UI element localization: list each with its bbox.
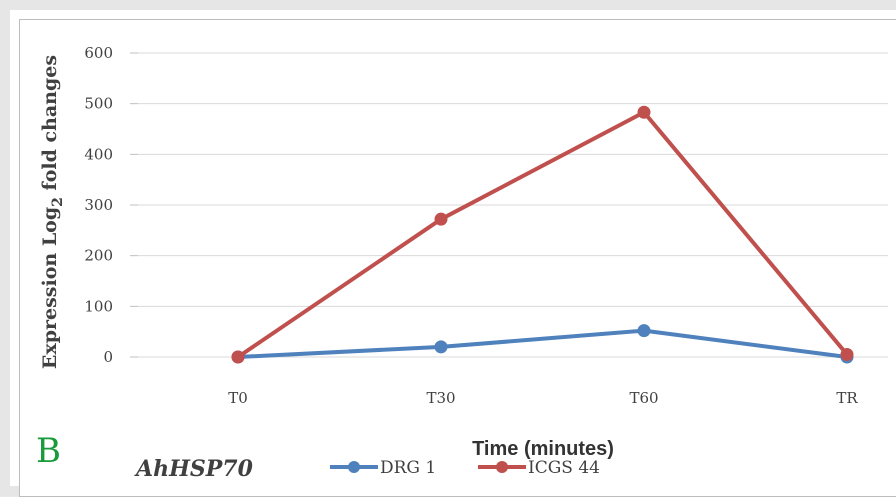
series-line [236, 110, 849, 359]
y-axis-label: Expression Log2 fold changes [39, 55, 66, 369]
legend: DRG 1 ICGS 44 [330, 458, 600, 478]
data-point [637, 105, 651, 119]
series-layer [231, 105, 854, 364]
y-tick-label: 100 [84, 297, 113, 315]
data-point [434, 340, 448, 354]
series-line [237, 328, 848, 359]
data-point [434, 212, 448, 226]
x-tick-label: T30 [426, 389, 455, 407]
y-axis-ticks: 0 100 200 300 400 500 600 [84, 44, 113, 366]
data-point [637, 324, 651, 338]
x-tick-label: T0 [228, 389, 248, 407]
legend-label: ICGS 44 [528, 458, 600, 478]
x-tick-label: T60 [629, 389, 658, 407]
y-tick-label: 200 [84, 247, 113, 265]
chart-panel [19, 19, 896, 497]
panel-label: B [36, 431, 61, 471]
y-tick-label: 400 [84, 145, 113, 163]
legend-marker [496, 461, 508, 473]
data-point [840, 347, 854, 361]
legend-marker [348, 461, 360, 473]
legend-label: DRG 1 [380, 458, 436, 478]
x-axis-ticks: T0 T30 T60 TR [228, 389, 858, 407]
grid-lines [130, 52, 888, 358]
y-tick-label: 300 [84, 196, 113, 214]
data-point [231, 350, 245, 364]
x-axis-label: Time (minutes) [472, 438, 614, 460]
x-tick-label: TR [836, 389, 858, 407]
gene-label: AhHSP70 [134, 456, 254, 482]
y-tick-label: 600 [84, 44, 113, 62]
y-tick-label: 500 [84, 95, 113, 113]
y-tick-label: 0 [103, 348, 113, 366]
